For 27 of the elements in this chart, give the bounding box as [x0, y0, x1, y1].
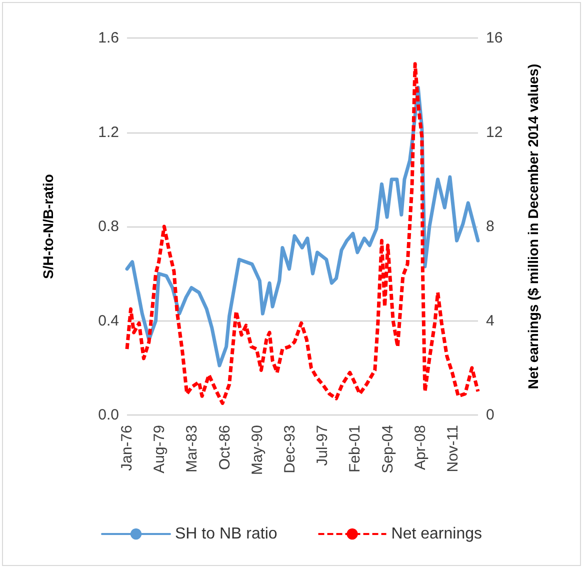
y-tick-label: 0.0: [98, 406, 119, 424]
x-tick-label: May-90: [248, 425, 266, 476]
x-tick-label: Feb-01: [346, 425, 364, 473]
y2-tick-label: 16: [486, 30, 503, 46]
y2-tick-label: 4: [486, 312, 494, 330]
x-tick-label: Sep-04: [379, 425, 396, 474]
x-tick-label: Apr-08: [412, 425, 429, 470]
x-tick-label: Mar-83: [184, 425, 201, 473]
y2-axis-title: Net earnings ($ million in December 2014 values): [525, 64, 541, 390]
y2-tick-label: 12: [486, 124, 503, 141]
x-tick-label: Jul-97: [314, 425, 332, 466]
legend-label: SH to NB ratio: [175, 526, 278, 542]
y-tick-label: 0.4: [98, 312, 119, 330]
x-tick-label: Dec-93: [281, 425, 298, 474]
x-tick-label: Aug-79: [151, 425, 168, 474]
line-series: [125, 86, 480, 368]
y2-tick-label: 8: [486, 218, 494, 235]
legend-label: Net earnings: [391, 526, 482, 542]
y-tick-label: 1.2: [98, 124, 119, 141]
y-axis-title: S/H-to-N/B-ratio: [40, 174, 56, 279]
y-tick-label: 0.8: [98, 218, 119, 235]
x-tick-label: Nov-11: [444, 425, 462, 472]
x-tick-label: Oct-86: [216, 425, 234, 470]
y-tick-label: 1.6: [98, 30, 119, 46]
line-series: [125, 62, 480, 405]
x-tick-label: Jan-76: [118, 425, 136, 471]
y2-tick-label: 0: [486, 406, 494, 424]
